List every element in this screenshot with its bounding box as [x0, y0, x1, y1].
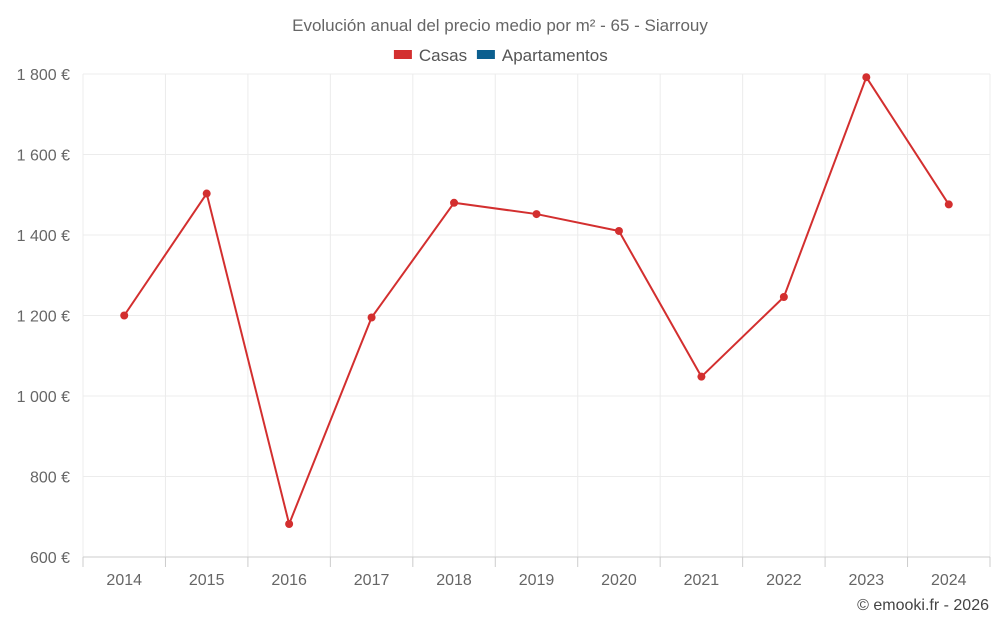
data-point[interactable]: [202, 189, 211, 198]
legend-swatch: [393, 50, 412, 59]
y-tick-label: 1 000 €: [17, 389, 70, 406]
legend[interactable]: Casas Apartamentos: [393, 46, 608, 65]
y-tick-label: 800 €: [30, 470, 70, 487]
x-tick-label: 2023: [849, 572, 885, 589]
data-point[interactable]: [120, 311, 129, 320]
y-tick-label: 600 €: [30, 550, 70, 567]
y-tick-label: 1 600 €: [17, 148, 70, 165]
x-tick-label: 2014: [106, 572, 142, 589]
credit-text: © emooki.fr - 2026: [857, 597, 989, 614]
x-tick-label: 2022: [766, 572, 802, 589]
y-axis-labels: 600 € 800 € 1 000 € 1 200 € 1 400 € 1 600 € 1 …: [17, 67, 70, 567]
x-tick-label: 2017: [354, 572, 390, 589]
x-axis-labels: 2014 2015 2016 2017 2018 2019 2020 2021 2022 2023…: [106, 572, 966, 589]
legend-label: Casas: [419, 46, 467, 65]
series-layer: [120, 73, 953, 528]
data-point[interactable]: [450, 198, 459, 207]
x-tick-label: 2015: [189, 572, 225, 589]
legend-item-casas[interactable]: Casas: [393, 46, 467, 65]
legend-swatch: [476, 50, 495, 59]
legend-item-apartamentos[interactable]: Apartamentos: [476, 46, 608, 65]
data-point[interactable]: [285, 519, 294, 528]
x-tick-label: 2019: [519, 572, 555, 589]
x-gridlines: [82, 74, 991, 567]
x-tick-label: 2018: [436, 572, 472, 589]
x-tick-label: 2024: [931, 572, 967, 589]
x-tick-label: 2021: [684, 572, 720, 589]
x-tick-label: 2020: [601, 572, 637, 589]
data-point[interactable]: [367, 313, 376, 322]
x-tick-label: 2016: [271, 572, 307, 589]
data-point[interactable]: [944, 200, 953, 209]
legend-label: Apartamentos: [502, 46, 608, 65]
data-point[interactable]: [697, 372, 706, 381]
data-point[interactable]: [532, 210, 541, 219]
y-tick-label: 1 200 €: [17, 309, 70, 326]
y-gridlines: [83, 73, 990, 477]
y-tick-label: 1 800 €: [17, 67, 70, 84]
chart-title: Evolución anual del precio medio por m² …: [292, 16, 708, 35]
y-tick-label: 1 400 €: [17, 228, 70, 245]
data-point[interactable]: [614, 226, 623, 235]
data-point[interactable]: [862, 73, 871, 82]
data-point[interactable]: [779, 292, 788, 301]
